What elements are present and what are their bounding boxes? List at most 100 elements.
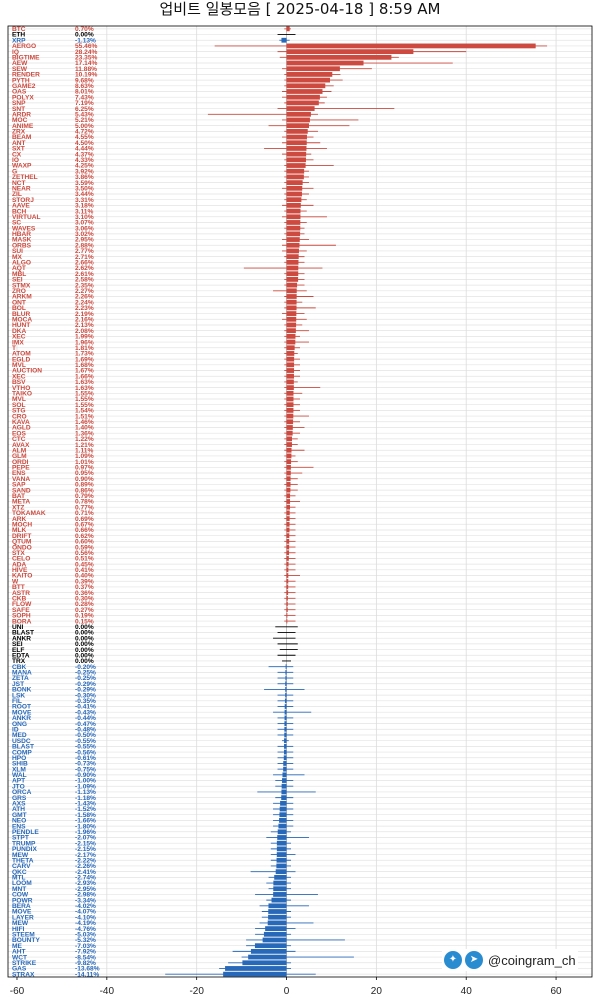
watermark: ✦ ➤ @coingram_ch [442, 949, 578, 971]
value-label: -0.43% [75, 709, 96, 716]
value-label: 2.62% [75, 265, 94, 272]
ticker-label: PENDLE [12, 829, 39, 836]
value-label: -0.55% [75, 738, 96, 745]
ticker-label: BLUR [12, 311, 31, 318]
value-label: 5.43% [75, 111, 94, 118]
bar [265, 926, 287, 931]
bar [285, 675, 287, 681]
value-label: 3.50% [75, 185, 94, 192]
ticker-label: SC [12, 220, 21, 227]
value-label: 1.54% [75, 408, 94, 415]
bar [285, 669, 287, 675]
value-label: -0.56% [75, 749, 96, 756]
bar [285, 692, 287, 698]
ticker-label: MOCA [12, 316, 32, 323]
value-label: 4.25% [75, 163, 94, 170]
bar [286, 504, 290, 510]
ticker-label: KAITO [12, 573, 32, 580]
bar [267, 920, 287, 926]
value-label: 2.66% [75, 260, 94, 267]
bar [286, 419, 294, 425]
ticker-label: CRO [12, 413, 27, 420]
chart-title: 업비트 일봉모음 [ 2025-04-18 ] 8:59 AM [159, 0, 441, 18]
value-label: -14.11% [75, 971, 99, 978]
ticker-label: BONK [12, 687, 32, 694]
ticker-label: MX [12, 254, 22, 261]
value-label: 3.11% [75, 208, 93, 215]
bar [276, 840, 287, 846]
ticker-label: G [12, 168, 17, 175]
ticker-label: ONDO [12, 544, 32, 551]
value-label: -9.82% [75, 960, 96, 967]
bar [286, 54, 392, 60]
ticker-label: DRIFT [12, 533, 31, 540]
ticker-label: BEAM [12, 134, 32, 141]
bar [286, 271, 299, 277]
bar [277, 829, 287, 835]
bar [286, 584, 289, 590]
value-label: 2.27% [75, 288, 94, 295]
bar [284, 709, 287, 715]
value-label: -0.25% [75, 670, 96, 677]
bar [286, 259, 299, 265]
ticker-label: HBAR [12, 231, 31, 238]
value-label: 2.71% [75, 254, 94, 261]
value-label: 1.11% [75, 447, 93, 454]
bar [286, 185, 303, 191]
ticker-label: AEW [12, 60, 28, 67]
bar [273, 886, 287, 892]
ticker-label: MVL [12, 396, 26, 403]
value-label: 2.24% [75, 299, 94, 306]
ticker-label: CX [12, 151, 22, 158]
bar [284, 715, 287, 721]
ticker-label: ROOT [12, 704, 31, 711]
ticker-label: HUNT [12, 322, 30, 329]
ticker-label: SXT [12, 146, 25, 153]
value-label: 4.33% [75, 157, 94, 164]
ticker-label: MEW [12, 920, 29, 927]
bar [286, 516, 290, 521]
ticker-label: GAS [12, 966, 27, 973]
value-label: -2.07% [75, 835, 96, 842]
value-label: 2.26% [75, 294, 94, 301]
ticker-label: KAVA [12, 419, 30, 426]
bar [286, 100, 319, 106]
ticker-label: MVL [12, 362, 26, 369]
ticker-label: SEW [12, 66, 28, 73]
ticker-label: XTZ [12, 504, 24, 511]
ticker-label: SEI [12, 641, 23, 648]
value-label: 11.88% [75, 66, 97, 73]
bar [286, 106, 315, 111]
ticker-label: ONG [12, 721, 27, 728]
ticker-label: ANKR [12, 715, 31, 722]
value-label: -4.02% [75, 903, 96, 910]
bar [286, 402, 294, 408]
value-label: 0.41% [75, 567, 94, 574]
bar [286, 544, 290, 550]
ticker-label: BERA [12, 903, 31, 910]
x-tick-label: -40 [100, 986, 115, 997]
value-label: 4.72% [75, 129, 94, 136]
value-label: 0.89% [75, 482, 94, 489]
bar [286, 288, 297, 294]
ticker-label: POWR [12, 897, 33, 904]
ticker-label: CELO [12, 556, 30, 563]
bar [286, 89, 323, 94]
bar [286, 140, 307, 146]
ticker-label: STPT [12, 835, 29, 842]
bar [286, 590, 289, 596]
value-label: 2.77% [75, 248, 94, 255]
value-label: 1.22% [75, 436, 94, 443]
ticker-label: NCT [12, 180, 26, 187]
value-label: 3.86% [75, 174, 94, 181]
bar [282, 772, 287, 778]
bar [286, 595, 288, 601]
ticker-label: PUNDIX [12, 846, 38, 853]
bar [282, 778, 287, 783]
bar [286, 487, 291, 493]
ticker-label: BIGTIME [12, 55, 40, 62]
value-label: 0.00% [75, 635, 94, 642]
ticker-label: XLM [12, 766, 26, 773]
ticker-label: EDTA [12, 652, 30, 659]
telegram-icon: ➤ [465, 951, 483, 969]
